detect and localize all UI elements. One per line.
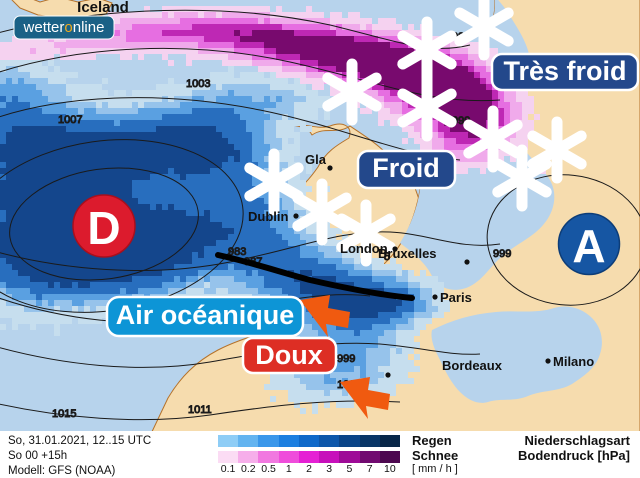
svg-text:1015: 1015 [52,408,76,420]
svg-text:Milano: Milano [553,354,594,369]
svg-text:D: D [87,202,120,254]
svg-text:Air océanique: Air océanique [116,300,295,330]
svg-text:1003: 1003 [186,78,210,90]
svg-text:Très froid: Très froid [503,56,626,86]
svg-text:Dublin: Dublin [248,209,288,224]
svg-text:Doux: Doux [255,340,323,370]
svg-text:1011: 1011 [188,404,212,416]
svg-text:999: 999 [493,248,511,260]
svg-text:Paris: Paris [440,290,472,305]
svg-text:999: 999 [337,353,355,365]
svg-text:Gla: Gla [305,152,327,167]
svg-text:Iceland: Iceland [77,0,129,16]
svg-text:Bruxelles: Bruxelles [378,246,437,261]
svg-text:1007: 1007 [58,114,82,126]
svg-text:A: A [572,220,605,272]
svg-text:wetteronline: wetteronline [23,19,105,36]
svg-text:Bordeaux: Bordeaux [442,358,503,373]
svg-text:Froid: Froid [372,153,440,183]
